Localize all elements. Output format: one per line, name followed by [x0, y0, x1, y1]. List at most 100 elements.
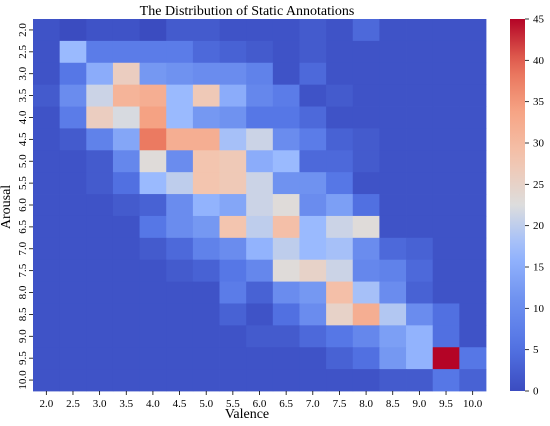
- colorbar-tick-label: 40: [533, 55, 545, 67]
- heatmap-cell: [406, 150, 434, 173]
- heatmap-cell: [459, 325, 487, 348]
- heatmap-cell: [139, 172, 167, 195]
- heatmap-cell: [406, 40, 434, 64]
- heatmap-cell: [459, 150, 487, 173]
- y-tick-label: 2.0: [17, 23, 29, 37]
- heatmap-cell: [139, 347, 167, 370]
- heatmap-cell: [59, 194, 87, 217]
- heatmap-cell: [326, 325, 354, 348]
- y-tick-label: 9.0: [17, 329, 29, 343]
- heatmap-cell: [86, 84, 114, 107]
- heatmap-cell: [112, 369, 140, 392]
- heatmap-cell: [299, 369, 327, 392]
- heatmap-cell: [112, 194, 140, 217]
- heatmap-cell: [246, 369, 274, 392]
- heatmap-cell: [326, 369, 354, 392]
- heatmap-cell: [459, 84, 487, 107]
- heatmap-cell: [459, 128, 487, 151]
- heatmap-cell: [166, 172, 194, 195]
- heatmap-cell: [112, 303, 140, 326]
- colorbar-ticks: 0 5 10 15 20 25 30 35 40 45: [525, 14, 545, 398]
- heatmap-cell: [379, 303, 407, 326]
- y-tick-label: 7.5: [17, 263, 29, 277]
- heatmap-cell: [246, 84, 274, 107]
- x-axis-label: Valence: [225, 407, 269, 422]
- heatmap-cell: [432, 84, 460, 107]
- heatmap-cell: [299, 215, 327, 239]
- x-tick-label: 3.5: [119, 398, 133, 410]
- y-tick-label: 6.0: [17, 198, 29, 212]
- heatmap-cell: [33, 106, 61, 129]
- heatmap-cell: [59, 150, 87, 173]
- heatmap-cell: [86, 194, 114, 217]
- heatmap-cell: [112, 40, 140, 64]
- heatmap-cell: [352, 150, 380, 173]
- heatmap-cell: [432, 259, 460, 282]
- heatmap-cell: [272, 281, 300, 304]
- heatmap-cell: [219, 347, 247, 370]
- heatmap-cell: [299, 194, 327, 217]
- heatmap-cell: [192, 369, 220, 392]
- heatmap-cell: [33, 369, 61, 392]
- heatmap-cell: [33, 62, 61, 86]
- heatmap-cell: [299, 237, 327, 261]
- y-axis-label: Arousal: [0, 185, 14, 229]
- heatmap-cell: [299, 347, 327, 370]
- heatmap-cell: [192, 84, 220, 107]
- heatmap-cell: [246, 325, 274, 348]
- heatmap-cell: [406, 172, 434, 195]
- heatmap-cell: [219, 19, 247, 42]
- colorbar-tick-label: 35: [533, 96, 545, 108]
- colorbar-tick-label: 30: [533, 138, 545, 150]
- heatmap-cell: [192, 106, 220, 129]
- heatmap-cell: [379, 84, 407, 107]
- heatmap-cell: [299, 128, 327, 151]
- heatmap-cell: [352, 128, 380, 151]
- heatmap-cell: [406, 215, 434, 239]
- heatmap-cell: [272, 194, 300, 217]
- heatmap-cell: [192, 237, 220, 261]
- heatmap-cell: [139, 259, 167, 282]
- heatmap-cell: [406, 303, 434, 326]
- heatmap-cell: [246, 347, 274, 370]
- colorbar-tick-label: 15: [533, 262, 545, 274]
- heatmap-cell: [246, 150, 274, 173]
- heatmap-cell: [379, 281, 407, 304]
- colorbar-tick-label: 20: [533, 220, 545, 232]
- x-tick-label: 5.0: [199, 398, 213, 410]
- heatmap-cell: [86, 369, 114, 392]
- heatmap-cell: [379, 325, 407, 348]
- heatmap-cell: [86, 150, 114, 173]
- x-tick-label: 4.5: [173, 398, 187, 410]
- x-tick-label: 9.5: [439, 398, 453, 410]
- heatmap-cell: [219, 172, 247, 195]
- heatmap-cell: [86, 172, 114, 195]
- heatmap-cell: [219, 325, 247, 348]
- heatmap-cell: [33, 40, 61, 64]
- heatmap-cell: [272, 369, 300, 392]
- heatmap-cell: [432, 347, 460, 370]
- heatmap-cell: [326, 106, 354, 129]
- y-tick-label: 2.5: [17, 44, 29, 58]
- heatmap-cell: [112, 215, 140, 239]
- heatmap-cell: [166, 128, 194, 151]
- heatmap-cell: [272, 325, 300, 348]
- heatmap-cell: [139, 19, 167, 42]
- heatmap-cell: [192, 128, 220, 151]
- heatmap-cell: [299, 62, 327, 86]
- heatmap-cell: [59, 237, 87, 261]
- heatmap-cell: [459, 19, 487, 42]
- heatmap-cell: [246, 19, 274, 42]
- heatmap-cell: [139, 303, 167, 326]
- heatmap-cell: [86, 259, 114, 282]
- heatmap-cell: [59, 62, 87, 86]
- heatmap-cell: [246, 303, 274, 326]
- heatmap-cell: [432, 172, 460, 195]
- heatmap-cell: [192, 347, 220, 370]
- heatmap-cell: [406, 259, 434, 282]
- heatmap-cell: [33, 303, 61, 326]
- heatmap-cell: [219, 62, 247, 86]
- y-tick-label: 3.5: [17, 88, 29, 102]
- heatmap-cell: [59, 128, 87, 151]
- heatmap-cell: [432, 215, 460, 239]
